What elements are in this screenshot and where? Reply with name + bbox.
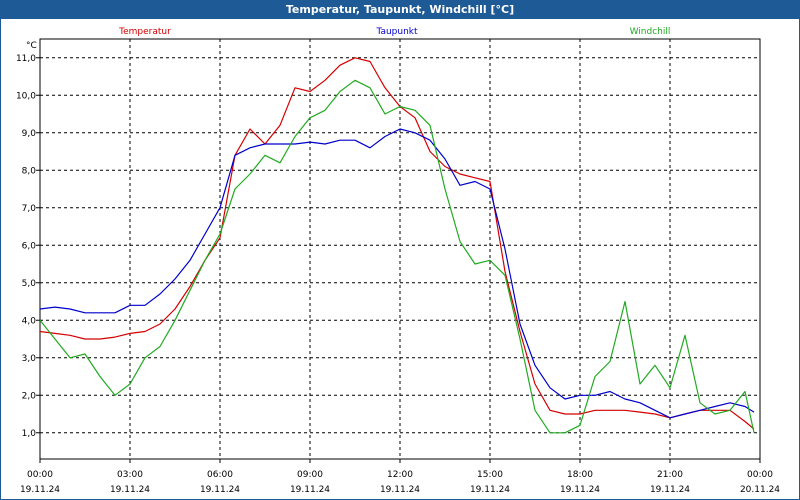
x-tick-date: 19.11.24 — [20, 485, 60, 495]
series-line-windchill — [39, 79, 755, 434]
x-tick-time: 00:00 — [27, 470, 53, 480]
y-tick-label: 10,0 — [16, 91, 36, 101]
series-line-taupunkt — [39, 128, 755, 419]
legend-entry-taupunkt: Taupunkt — [375, 27, 418, 37]
x-tick-time: 09:00 — [297, 470, 323, 480]
y-tick-label: 2,0 — [22, 391, 37, 401]
x-tick-time: 00:00 — [747, 470, 773, 480]
y-tick-label: 6,0 — [22, 241, 37, 251]
x-tick-date: 19.11.24 — [650, 485, 690, 495]
x-tick-time: 06:00 — [207, 470, 233, 480]
y-tick-label: 11,0 — [16, 54, 36, 64]
y-axis-label: °C — [26, 41, 37, 51]
x-tick-date: 19.11.24 — [290, 485, 330, 495]
x-tick-time: 03:00 — [117, 470, 143, 480]
legend-entry-temperatur: Temperatur — [118, 27, 171, 37]
window-title: Temperatur, Taupunkt, Windchill [°C] — [1, 1, 799, 19]
y-tick-label: 8,0 — [22, 166, 37, 176]
x-tick-date: 19.11.24 — [560, 485, 600, 495]
x-tick-time: 18:00 — [567, 470, 593, 480]
x-tick-date: 19.11.24 — [470, 485, 510, 495]
x-tick-time: 15:00 — [477, 470, 503, 480]
x-tick-date: 20.11.24 — [740, 485, 780, 495]
y-tick-label: 9,0 — [22, 129, 37, 139]
y-tick-label: 5,0 — [22, 279, 37, 289]
x-tick-date: 19.11.24 — [380, 485, 420, 495]
x-tick-date: 19.11.24 — [110, 485, 150, 495]
y-tick-label: 4,0 — [22, 316, 37, 326]
y-tick-label: 7,0 — [22, 204, 37, 214]
series-line-temperatur — [39, 57, 755, 430]
y-tick-label: 1,0 — [22, 429, 37, 439]
legend-entry-windchill: Windchill — [630, 27, 671, 37]
x-tick-time: 21:00 — [657, 470, 683, 480]
x-tick-time: 12:00 — [387, 470, 413, 480]
y-tick-label: 3,0 — [22, 354, 37, 364]
x-tick-date: 19.11.24 — [200, 485, 240, 495]
